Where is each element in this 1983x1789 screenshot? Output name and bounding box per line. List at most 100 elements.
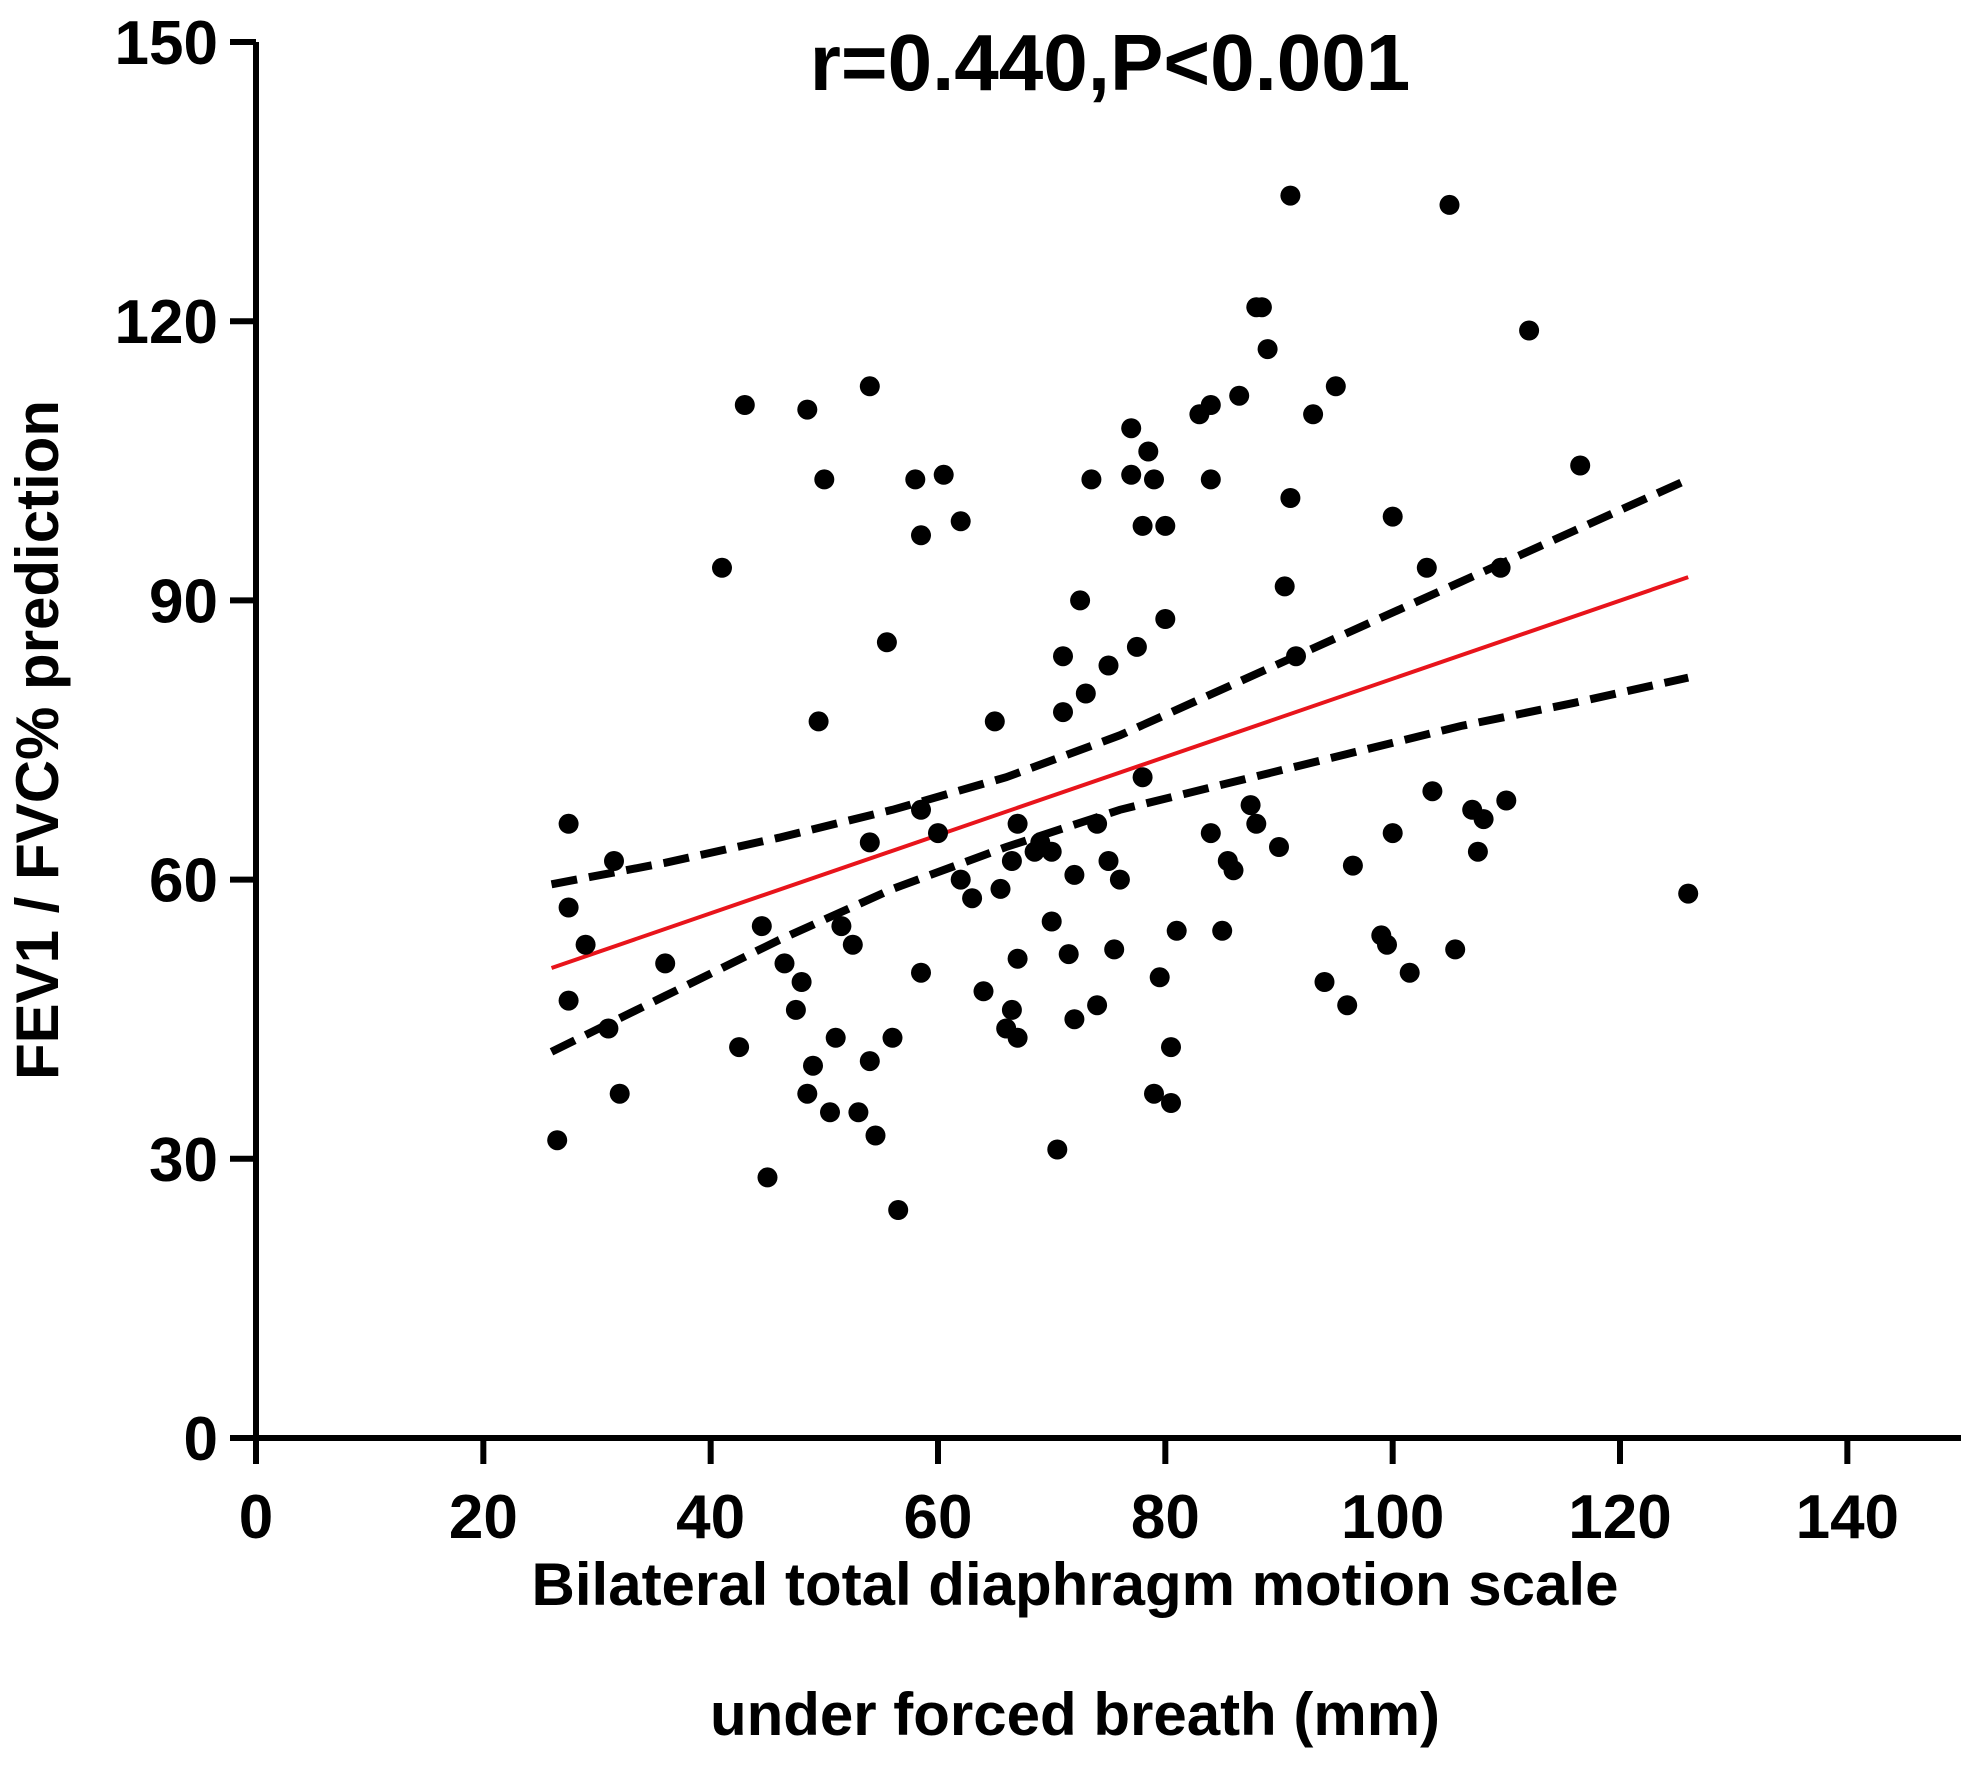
- data-point: [1132, 515, 1153, 536]
- data-point: [1121, 464, 1142, 485]
- data-point: [1286, 646, 1306, 667]
- data-point: [604, 851, 624, 871]
- regression-line: [550, 575, 1689, 970]
- data-point: [1377, 934, 1397, 955]
- data-point: [1490, 557, 1511, 578]
- data-point: [1251, 297, 1272, 318]
- data-point: [1246, 813, 1267, 834]
- data-point: [1081, 469, 1102, 490]
- data-point: [859, 1051, 880, 1072]
- y-tick-label: 120: [115, 288, 218, 357]
- data-point: [1257, 339, 1278, 360]
- data-point: [911, 962, 931, 983]
- data-point: [1467, 841, 1488, 862]
- data-point: [1053, 702, 1073, 723]
- data-point: [1342, 855, 1363, 876]
- axes: 0 30 60 90 120 150 0 20 40 60 80 100 120 140: [115, 9, 1961, 1552]
- data-point: [1473, 809, 1494, 830]
- data-point: [1382, 823, 1403, 844]
- data-point: [1678, 883, 1699, 904]
- data-point: [1337, 995, 1358, 1016]
- data-point: [1519, 320, 1540, 341]
- data-point: [797, 1083, 818, 1104]
- data-points: [547, 185, 1699, 1220]
- data-point: [1212, 920, 1233, 941]
- data-point: [1064, 1009, 1085, 1030]
- data-point: [1416, 557, 1437, 578]
- data-point: [1138, 441, 1159, 462]
- data-point: [729, 1037, 750, 1058]
- data-point: [1161, 1037, 1181, 1058]
- data-point: [1121, 418, 1142, 439]
- data-point: [848, 1102, 869, 1123]
- data-point: [558, 897, 579, 918]
- data-point: [1087, 813, 1108, 834]
- data-point: [1274, 576, 1295, 597]
- data-point: [1229, 385, 1250, 406]
- data-point: [1053, 646, 1073, 667]
- data-point: [1007, 1027, 1028, 1048]
- data-point: [757, 1167, 778, 1188]
- data-point: [1007, 813, 1028, 834]
- data-point: [655, 953, 676, 974]
- data-point: [547, 1130, 568, 1151]
- data-point: [1098, 851, 1119, 871]
- data-point: [888, 1200, 909, 1220]
- data-point: [774, 953, 795, 974]
- data-point: [1109, 869, 1130, 890]
- data-point: [1269, 837, 1289, 857]
- data-point: [831, 916, 852, 937]
- x-tick-label: 20: [449, 1483, 518, 1552]
- data-point: [1047, 1139, 1068, 1160]
- data-point: [859, 832, 880, 853]
- data-point: [803, 1055, 823, 1076]
- data-point: [962, 888, 983, 909]
- data-point: [865, 1125, 886, 1146]
- data-point: [1104, 939, 1125, 960]
- x-tick-label: 100: [1341, 1483, 1444, 1552]
- x-tick-label: 40: [676, 1483, 745, 1552]
- data-point: [905, 469, 926, 490]
- x-tick-label: 80: [1131, 1483, 1200, 1552]
- data-point: [984, 711, 1005, 732]
- data-point: [859, 376, 880, 397]
- ci-lower-line: [549, 673, 1690, 1056]
- data-point: [1007, 948, 1028, 969]
- data-point: [1155, 609, 1176, 629]
- x-tick-label: 0: [239, 1483, 273, 1552]
- data-point: [797, 399, 818, 420]
- data-point: [842, 934, 863, 955]
- data-point: [1001, 851, 1022, 871]
- data-point: [911, 799, 931, 820]
- data-point: [1041, 911, 1062, 932]
- data-point: [1064, 864, 1085, 885]
- data-point: [876, 632, 897, 653]
- data-point: [1155, 515, 1176, 536]
- data-point: [1314, 972, 1335, 992]
- data-point: [1149, 967, 1170, 988]
- data-point: [1570, 455, 1591, 476]
- data-point: [1070, 590, 1091, 611]
- data-point: [1325, 376, 1346, 397]
- data-point: [558, 813, 579, 834]
- data-point: [1161, 1093, 1181, 1113]
- data-point: [1445, 939, 1466, 960]
- y-tick-label: 150: [115, 9, 218, 78]
- data-point: [1075, 683, 1096, 704]
- y-tick-label: 90: [149, 567, 218, 636]
- data-point: [911, 525, 931, 546]
- data-point: [950, 511, 971, 532]
- data-point: [808, 711, 829, 732]
- data-point: [785, 999, 806, 1020]
- y-tick-label: 0: [184, 1405, 218, 1474]
- data-point: [1087, 995, 1108, 1016]
- data-point: [820, 1102, 840, 1123]
- x-axis-title-line-2: under forced breath (mm): [710, 1681, 1440, 1748]
- data-point: [950, 869, 971, 890]
- data-point: [1399, 962, 1420, 983]
- data-point: [814, 469, 835, 490]
- x-tick-label: 140: [1796, 1483, 1899, 1552]
- data-point: [1496, 790, 1517, 811]
- regression-line-group: [550, 575, 1689, 970]
- data-point: [609, 1083, 630, 1104]
